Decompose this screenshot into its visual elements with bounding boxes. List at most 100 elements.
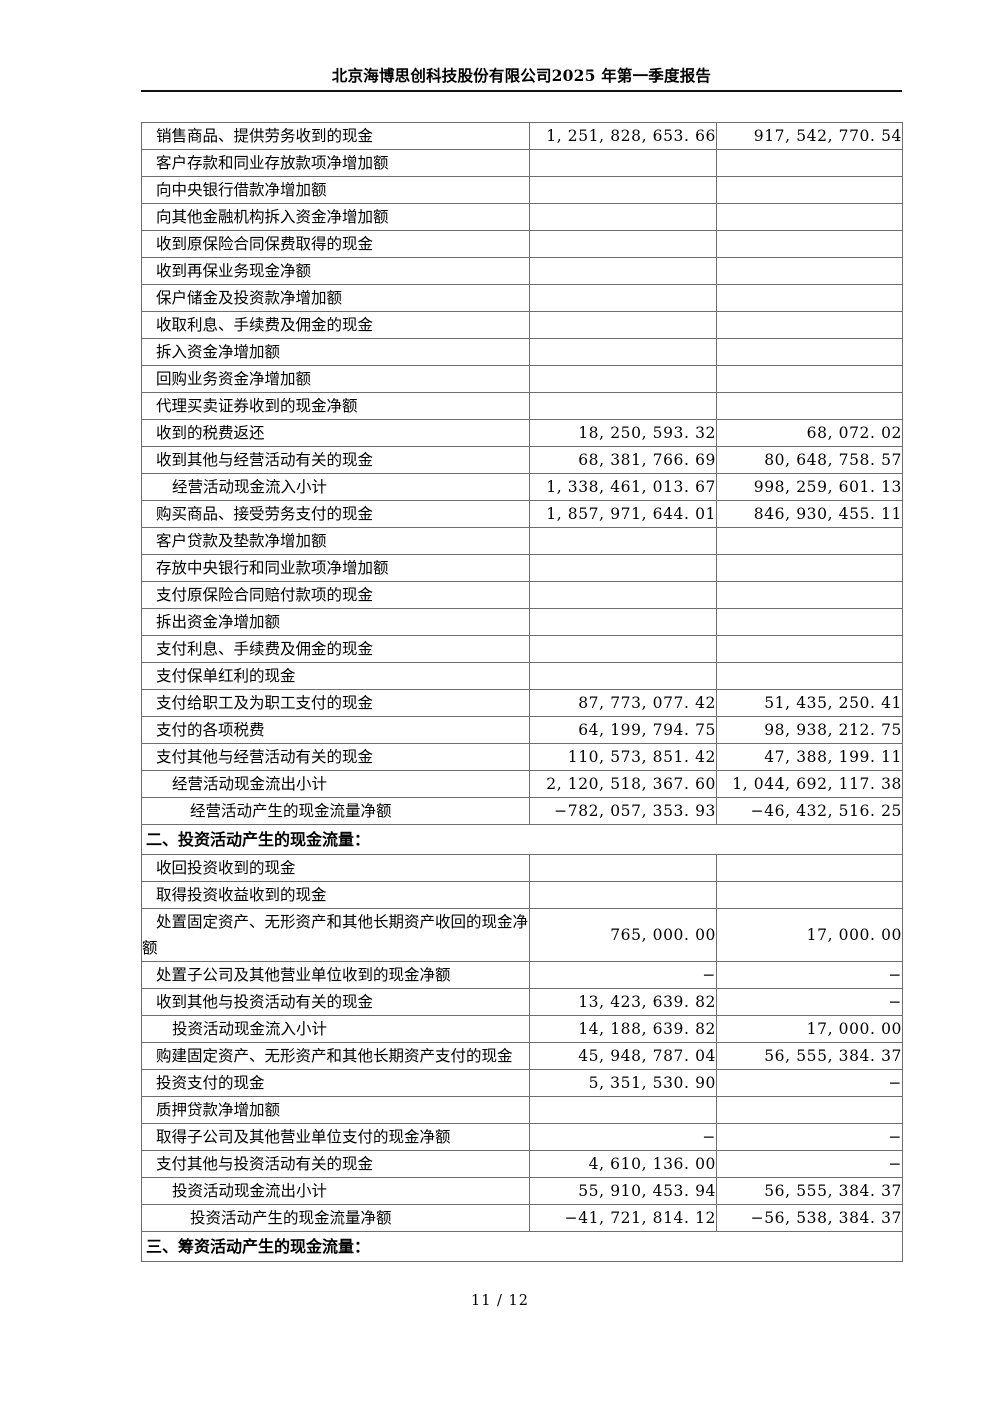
current-period-value xyxy=(529,257,717,285)
current-period-value xyxy=(529,149,717,177)
current-period-value xyxy=(529,365,717,393)
current-period-value: 55, 910, 453. 94 xyxy=(529,1177,717,1205)
row-label: 投资支付的现金 xyxy=(141,1069,530,1097)
previous-period-value: 80, 648, 758. 57 xyxy=(716,446,903,474)
previous-period-value: −46, 432, 516. 25 xyxy=(716,797,903,825)
current-period-value xyxy=(529,608,717,636)
section-header-row: 二、投资活动产生的现金流量： xyxy=(141,824,903,855)
row-label: 拆出资金净增加额 xyxy=(141,608,530,636)
section-header-row: 三、筹资活动产生的现金流量： xyxy=(141,1231,903,1262)
previous-period-value: 17, 000. 00 xyxy=(716,908,903,962)
previous-period-value xyxy=(716,854,903,882)
table-row: 购买商品、接受劳务支付的现金 1, 857, 971, 644. 01 846, 9… xyxy=(141,500,903,528)
previous-period-value xyxy=(716,311,903,339)
current-period-value: 45, 948, 787. 04 xyxy=(529,1042,717,1070)
table-row: 投资活动现金流出小计 55, 910, 453. 94 56, 555, 384. … xyxy=(141,1177,903,1205)
table-row: 客户贷款及垫款净增加额 xyxy=(141,527,903,555)
section-header-label: 三、筹资活动产生的现金流量： xyxy=(141,1231,903,1262)
row-label: 支付的各项税费 xyxy=(141,716,530,744)
table-row: 支付其他与投资活动有关的现金 4, 610, 136. 00− xyxy=(141,1150,903,1178)
row-label: 收到其他与投资活动有关的现金 xyxy=(141,988,530,1016)
row-label: 向其他金融机构拆入资金净增加额 xyxy=(141,203,530,231)
row-label: 投资活动产生的现金流量净额 xyxy=(141,1204,530,1232)
previous-period-value: 56, 555, 384. 37 xyxy=(716,1042,903,1070)
current-period-value xyxy=(529,854,717,882)
previous-period-value: 47, 388, 199. 11 xyxy=(716,743,903,771)
row-label: 支付利息、手续费及佣金的现金 xyxy=(141,635,530,663)
current-period-value xyxy=(529,1096,717,1124)
table-row: 收取利息、手续费及佣金的现金 xyxy=(141,311,903,339)
row-label: 支付原保险合同赔付款项的现金 xyxy=(141,581,530,609)
row-label: 客户存款和同业存放款项净增加额 xyxy=(141,149,530,177)
previous-period-value: 17, 000. 00 xyxy=(716,1015,903,1043)
current-period-value xyxy=(529,311,717,339)
table-row: 支付原保险合同赔付款项的现金 xyxy=(141,581,903,609)
current-period-value: 13, 423, 639. 82 xyxy=(529,988,717,1016)
table-row: 投资活动现金流入小计 14, 188, 639. 82 17, 000. 00 xyxy=(141,1015,903,1043)
current-period-value: 1, 857, 971, 644. 01 xyxy=(529,500,717,528)
cash-flow-statement-table: 销售商品、提供劳务收到的现金 1, 251, 828, 653. 66 917, 5… xyxy=(141,122,903,1262)
row-label: 收到原保险合同保费取得的现金 xyxy=(141,230,530,258)
previous-period-value: 56, 555, 384. 37 xyxy=(716,1177,903,1205)
current-period-value xyxy=(529,284,717,312)
previous-period-value xyxy=(716,527,903,555)
table-row: 代理买卖证券收到的现金净额 xyxy=(141,392,903,420)
row-label: 向中央银行借款净增加额 xyxy=(141,176,530,204)
previous-period-value xyxy=(716,176,903,204)
header-rule xyxy=(141,90,902,92)
current-period-value xyxy=(529,203,717,231)
current-period-value: 765, 000. 00 xyxy=(529,908,717,962)
previous-period-value: 917, 542, 770. 54 xyxy=(716,122,903,150)
row-label: 处置固定资产、无形资产和其他长期资产收回的现金净额 xyxy=(141,908,530,962)
current-period-value xyxy=(529,338,717,366)
current-period-value: 14, 188, 639. 82 xyxy=(529,1015,717,1043)
row-label: 取得子公司及其他营业单位支付的现金净额 xyxy=(141,1123,530,1151)
table-row: 收回投资收到的现金 xyxy=(141,854,903,882)
table-row: 向中央银行借款净增加额 xyxy=(141,176,903,204)
row-label: 保户储金及投资款净增加额 xyxy=(141,284,530,312)
row-label: 支付保单红利的现金 xyxy=(141,662,530,690)
row-label: 代理买卖证券收到的现金净额 xyxy=(141,392,530,420)
table-row: 投资支付的现金 5, 351, 530. 90− xyxy=(141,1069,903,1097)
row-label: 支付其他与投资活动有关的现金 xyxy=(141,1150,530,1178)
page-running-header: 北京海博思创科技股份有限公司2025 年第一季度报告 xyxy=(141,66,902,92)
current-period-value: 110, 573, 851. 42 xyxy=(529,743,717,771)
previous-period-value xyxy=(716,881,903,909)
section-header-label: 二、投资活动产生的现金流量： xyxy=(141,824,903,855)
current-period-value xyxy=(529,392,717,420)
previous-period-value: 1, 044, 692, 117. 38 xyxy=(716,770,903,798)
previous-period-value: 68, 072. 02 xyxy=(716,419,903,447)
table-row: 拆入资金净增加额 xyxy=(141,338,903,366)
row-label: 经营活动现金流出小计 xyxy=(141,770,530,798)
previous-period-value: − xyxy=(716,1123,903,1151)
cash-flow-table-body: 销售商品、提供劳务收到的现金 1, 251, 828, 653. 66 917, 5… xyxy=(141,122,903,1262)
table-row: 购建固定资产、无形资产和其他长期资产支付的现金 45, 948, 787. 04 5… xyxy=(141,1042,903,1070)
row-label: 经营活动产生的现金流量净额 xyxy=(141,797,530,825)
table-row: 收到再保业务现金净额 xyxy=(141,257,903,285)
previous-period-value: −56, 538, 384. 37 xyxy=(716,1204,903,1232)
previous-period-value xyxy=(716,365,903,393)
current-period-value xyxy=(529,635,717,663)
row-label: 拆入资金净增加额 xyxy=(141,338,530,366)
row-label: 支付给职工及为职工支付的现金 xyxy=(141,689,530,717)
current-period-value: −41, 721, 814. 12 xyxy=(529,1204,717,1232)
row-label: 经营活动现金流入小计 xyxy=(141,473,530,501)
table-row: 销售商品、提供劳务收到的现金 1, 251, 828, 653. 66 917, 5… xyxy=(141,122,903,150)
row-label: 回购业务资金净增加额 xyxy=(141,365,530,393)
current-period-value: 18, 250, 593. 32 xyxy=(529,419,717,447)
current-period-value: − xyxy=(529,961,717,989)
table-row: 支付给职工及为职工支付的现金 87, 773, 077. 42 51, 435, 2… xyxy=(141,689,903,717)
row-label: 收取利息、手续费及佣金的现金 xyxy=(141,311,530,339)
previous-period-value xyxy=(716,149,903,177)
previous-period-value xyxy=(716,554,903,582)
current-period-value xyxy=(529,881,717,909)
current-period-value xyxy=(529,230,717,258)
table-row: 拆出资金净增加额 xyxy=(141,608,903,636)
row-label: 存放中央银行和同业款项净增加额 xyxy=(141,554,530,582)
previous-period-value xyxy=(716,1096,903,1124)
previous-period-value: 51, 435, 250. 41 xyxy=(716,689,903,717)
row-label: 客户贷款及垫款净增加额 xyxy=(141,527,530,555)
table-row: 经营活动产生的现金流量净额 −782, 057, 353. 93 −46, 432,… xyxy=(141,797,903,825)
table-row: 向其他金融机构拆入资金净增加额 xyxy=(141,203,903,231)
